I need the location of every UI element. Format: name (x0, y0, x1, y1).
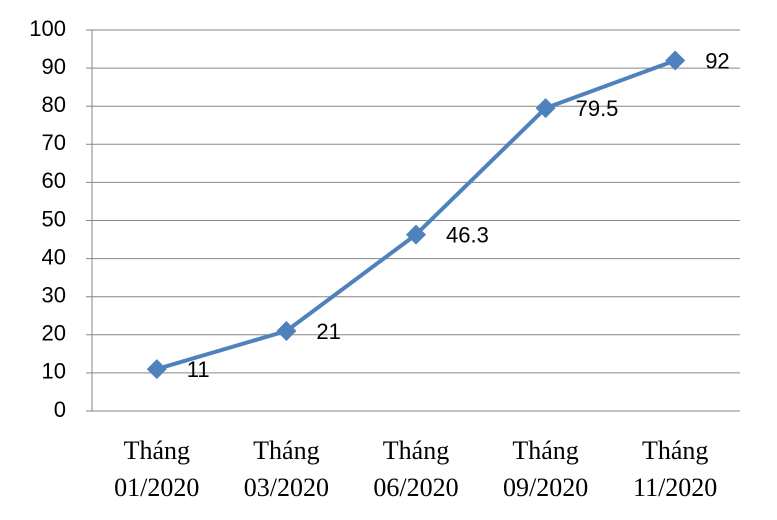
data-label: 92 (705, 48, 729, 73)
x-tick-label: Tháng 11/2020 (633, 436, 718, 502)
x-tick-label: Tháng 09/2020 (502, 436, 589, 502)
marker (146, 359, 167, 380)
y-tick-label: 100 (29, 16, 66, 41)
marker (276, 320, 297, 341)
data-label: 11 (187, 357, 210, 382)
x-tick-label: Tháng 03/2020 (243, 436, 329, 502)
y-tick-label: 80 (42, 92, 66, 117)
y-tick-label: 60 (42, 168, 66, 193)
y-tick-label: 10 (42, 359, 66, 384)
data-label: 21 (316, 319, 340, 344)
x-tick-label: Tháng 01/2020 (114, 436, 200, 502)
y-tick-label: 90 (42, 54, 66, 79)
y-tick-label: 0 (54, 397, 66, 422)
y-tick-label: 30 (42, 283, 66, 308)
data-label: 79.5 (576, 96, 619, 121)
x-tick-label: Tháng 06/2020 (373, 436, 459, 502)
marker (665, 50, 686, 71)
data-label: 46.3 (446, 222, 489, 247)
y-tick-label: 20 (42, 321, 66, 346)
y-tick-label: 70 (42, 130, 66, 155)
y-tick-label: 50 (42, 206, 66, 231)
marker (535, 98, 556, 119)
y-tick-label: 40 (42, 244, 66, 269)
marker (406, 224, 426, 245)
